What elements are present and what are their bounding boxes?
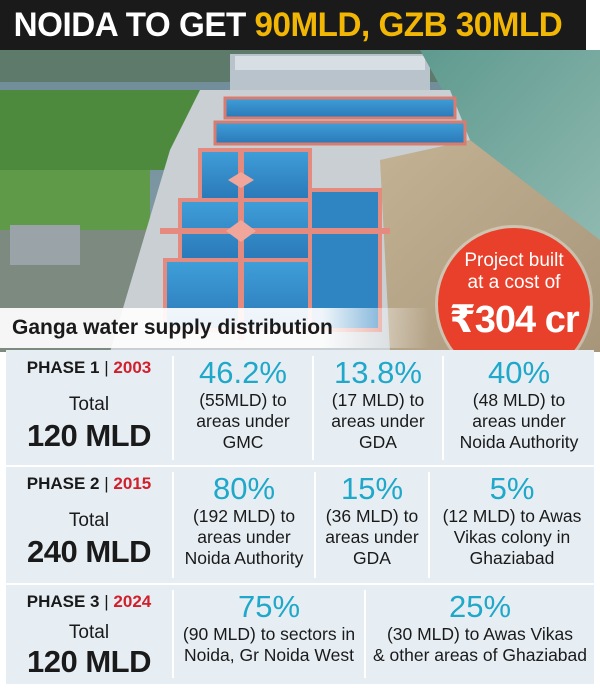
share-desc-line: Noida Authority <box>459 432 579 452</box>
phase-row: PHASE 3 | 2024 Total 120 MLD 75% (90 MLD… <box>6 584 594 684</box>
column-divider <box>172 590 174 678</box>
phase-separator: | <box>104 592 109 611</box>
phase-year: 2024 <box>113 592 152 611</box>
distribution-table: PHASE 1 | 2003 Total 120 MLD 46.2% (55ML… <box>6 350 594 684</box>
share-desc-line: areas under <box>472 411 566 431</box>
share-percent: 15% <box>340 471 404 506</box>
total-value: 120 MLD <box>27 644 151 679</box>
share-percent: 40% <box>487 355 551 390</box>
share-desc-line: Noida Authority <box>184 548 304 568</box>
share-desc-line: GDA <box>353 548 391 568</box>
column-divider <box>172 356 174 460</box>
share-percent: 75% <box>237 589 301 624</box>
share-desc-line: Ghaziabad <box>469 548 555 568</box>
phase-row: PHASE 1 | 2003 Total 120 MLD 46.2% (55ML… <box>6 350 594 466</box>
badge-amount: ₹304 cr <box>449 299 579 341</box>
share-desc-line: (90 MLD) to sectors in <box>182 624 356 644</box>
phase-separator: | <box>104 474 109 493</box>
phase-year: 2003 <box>113 358 152 377</box>
share-desc-line: GMC <box>222 432 264 452</box>
share-cell: 75% (90 MLD) to sectors in Noida, Gr Noi… <box>174 584 364 684</box>
share-percent: 5% <box>489 471 535 506</box>
total-value: 120 MLD <box>27 418 151 453</box>
share-cell: 13.8% (17 MLD) to areas under GDA <box>314 350 442 466</box>
headline: NOIDA TO GET 90MLD, GZB 30MLD <box>0 0 586 50</box>
phase-separator: | <box>104 358 109 377</box>
share-percent: 46.2% <box>199 355 287 390</box>
share-cell: 15% (36 MLD) to areas under GDA <box>316 466 428 584</box>
share-desc-line: areas under <box>331 411 425 431</box>
badge-line-1: Project built <box>464 250 564 271</box>
share-cell: 80% (192 MLD) to areas under Noida Autho… <box>174 466 314 584</box>
share-desc-line: Vikas colony in <box>453 527 571 547</box>
total-label: Total <box>68 394 110 415</box>
phase-summary: PHASE 3 | 2024 Total 120 MLD <box>6 584 172 684</box>
share-desc-line: (12 MLD) to Awas <box>442 506 582 526</box>
share-desc-line: (48 MLD) to <box>472 390 566 410</box>
share-desc-line: areas under <box>196 411 290 431</box>
column-divider <box>172 472 174 578</box>
share-desc-line: (192 MLD) to <box>192 506 296 526</box>
share-desc-line: GDA <box>359 432 397 452</box>
phase-label: PHASE 1 | 2003 <box>6 358 172 378</box>
share-cell: 25% (30 MLD) to Awas Vikas & other areas… <box>366 584 594 684</box>
phase-row: PHASE 2 | 2015 Total 240 MLD 80% (192 ML… <box>6 466 594 584</box>
section-title-band <box>0 308 430 348</box>
share-desc-line: & other areas of Ghaziabad <box>372 645 588 665</box>
share-cell: 46.2% (55MLD) to areas under GMC <box>174 350 312 466</box>
share-desc-line: areas under <box>197 527 291 547</box>
section-title: Ganga water supply distribution <box>12 316 333 339</box>
column-divider <box>442 356 444 460</box>
share-percent: 25% <box>448 589 512 624</box>
phase-year: 2015 <box>113 474 152 493</box>
phase-name: PHASE 1 <box>26 358 100 377</box>
badge-line-2: at a cost of <box>467 272 561 293</box>
phase-name: PHASE 2 <box>26 474 100 493</box>
phase-summary: PHASE 1 | 2003 Total 120 MLD <box>6 350 172 466</box>
share-desc-line: (30 MLD) to Awas Vikas <box>386 624 574 644</box>
total-label: Total <box>68 622 110 643</box>
column-divider <box>428 472 430 578</box>
share-desc-line: (17 MLD) to <box>331 390 425 410</box>
share-percent: 80% <box>212 471 276 506</box>
phase-name: PHASE 3 <box>26 592 100 611</box>
share-cell: 5% (12 MLD) to Awas Vikas colony in Ghaz… <box>430 466 594 584</box>
share-desc-line: Noida, Gr Noida West <box>184 645 354 665</box>
share-percent: 13.8% <box>334 355 422 390</box>
row-divider <box>6 465 594 467</box>
share-desc-line: (36 MLD) to <box>325 506 419 526</box>
phase-label: PHASE 3 | 2024 <box>6 592 172 612</box>
column-divider <box>312 356 314 460</box>
column-divider <box>364 590 366 678</box>
share-cell: 40% (48 MLD) to areas under Noida Author… <box>444 350 594 466</box>
total-label: Total <box>68 510 110 531</box>
phase-label: PHASE 2 | 2015 <box>6 474 172 494</box>
column-divider <box>314 472 316 578</box>
total-value: 240 MLD <box>27 534 151 569</box>
share-desc-line: areas under <box>325 527 419 547</box>
phase-summary: PHASE 2 | 2015 Total 240 MLD <box>6 466 172 584</box>
row-divider <box>6 583 594 585</box>
headline-highlight: 90MLD, GZB 30MLD <box>254 6 563 44</box>
headline-prefix: NOIDA TO GET <box>13 6 255 44</box>
share-desc-line: (55MLD) to <box>199 390 287 410</box>
